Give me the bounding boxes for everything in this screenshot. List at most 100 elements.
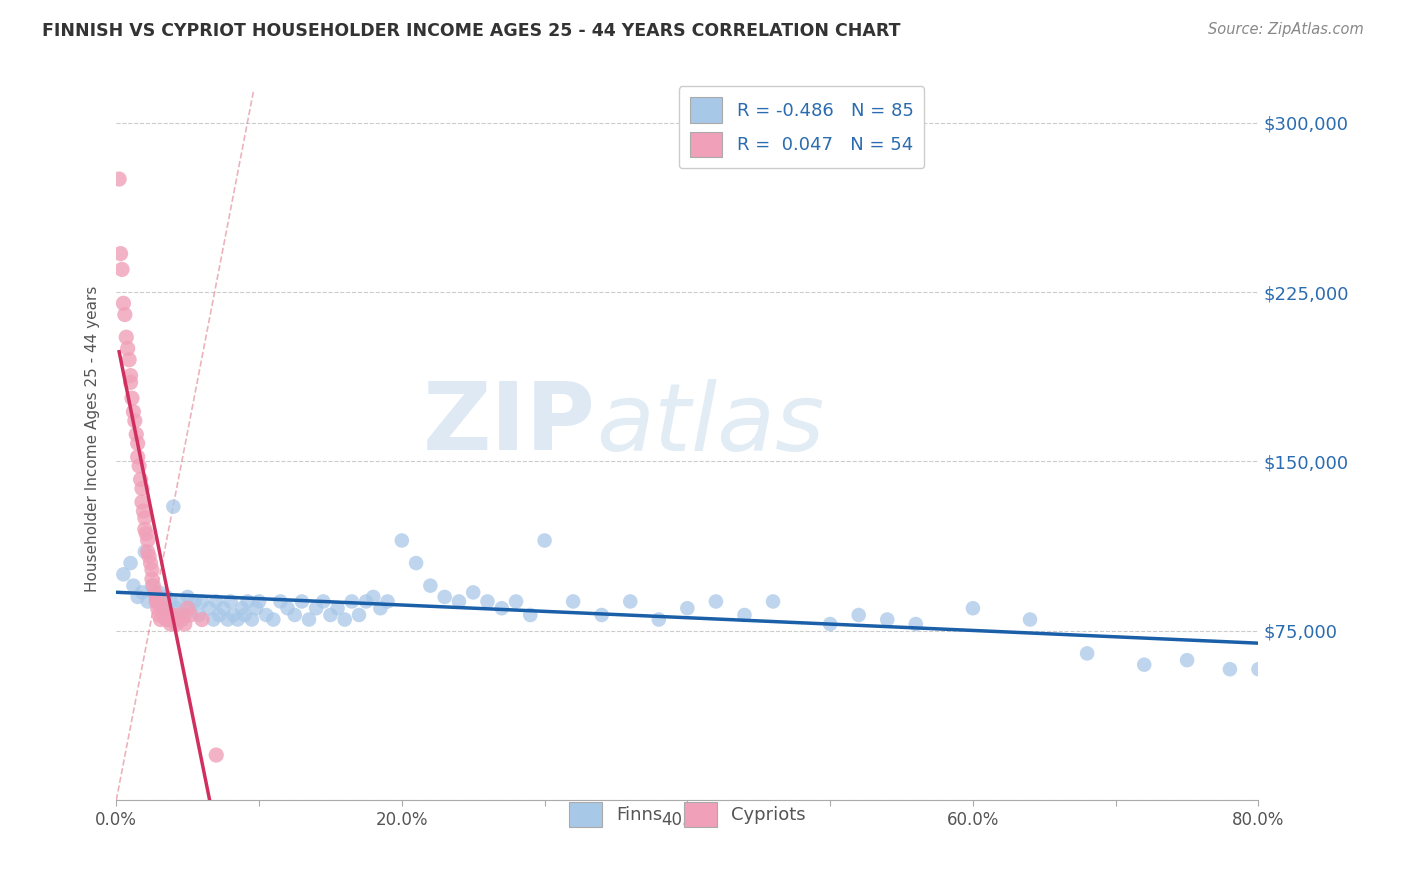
Point — [127, 590, 149, 604]
Point — [361, 590, 384, 604]
Point — [136, 594, 159, 608]
Point — [173, 617, 195, 632]
Point — [149, 613, 172, 627]
Point — [762, 594, 785, 608]
Point — [165, 601, 187, 615]
Point — [205, 747, 228, 762]
Point — [447, 594, 470, 608]
Point — [115, 330, 138, 344]
Point — [112, 296, 135, 310]
Point — [122, 405, 145, 419]
Point — [291, 594, 314, 608]
Point — [904, 617, 927, 632]
Point — [139, 556, 162, 570]
Point — [1175, 653, 1198, 667]
Point — [240, 613, 263, 627]
Point — [562, 594, 585, 608]
Point — [108, 172, 131, 186]
Point — [114, 308, 136, 322]
Point — [704, 594, 727, 608]
Point — [120, 556, 142, 570]
Point — [142, 579, 165, 593]
Point — [169, 594, 191, 608]
Point — [141, 579, 163, 593]
Point — [226, 613, 249, 627]
Point — [148, 607, 170, 622]
Point — [124, 414, 146, 428]
Point — [188, 607, 211, 622]
Point — [180, 607, 202, 622]
Point — [1019, 613, 1042, 627]
Point — [152, 601, 174, 615]
Point — [141, 563, 163, 577]
Point — [419, 579, 441, 593]
Point — [733, 607, 755, 622]
Point — [122, 579, 145, 593]
Point — [284, 607, 307, 622]
Point — [150, 594, 173, 608]
Point — [519, 607, 541, 622]
Point — [150, 601, 173, 615]
Point — [146, 601, 169, 615]
Point — [405, 556, 427, 570]
Point — [247, 594, 270, 608]
Point — [848, 607, 870, 622]
Point — [463, 585, 485, 599]
Point — [191, 613, 214, 627]
Point — [157, 613, 180, 627]
Point — [134, 522, 156, 536]
Point — [208, 607, 231, 622]
Point — [648, 613, 671, 627]
Point — [222, 607, 245, 622]
Point — [326, 601, 349, 615]
Point — [191, 594, 214, 608]
Point — [269, 594, 291, 608]
Point — [165, 617, 187, 632]
Point — [591, 607, 613, 622]
Point — [131, 585, 153, 599]
Point — [173, 607, 195, 622]
Point — [1076, 647, 1098, 661]
Point — [477, 594, 499, 608]
Point — [155, 613, 177, 627]
Point — [141, 572, 163, 586]
Point — [145, 590, 167, 604]
Point — [1219, 662, 1241, 676]
Text: ZIP: ZIP — [423, 378, 596, 470]
Point — [231, 601, 253, 615]
Point — [159, 617, 181, 632]
Point — [219, 594, 242, 608]
Text: FINNISH VS CYPRIOT HOUSEHOLDER INCOME AGES 25 - 44 YEARS CORRELATION CHART: FINNISH VS CYPRIOT HOUSEHOLDER INCOME AG… — [42, 22, 901, 40]
Point — [145, 594, 167, 608]
Point — [127, 436, 149, 450]
Point — [818, 617, 841, 632]
Point — [120, 368, 142, 383]
Point — [111, 262, 134, 277]
Point — [162, 500, 184, 514]
Text: atlas: atlas — [596, 379, 824, 470]
Point — [118, 352, 141, 367]
Point — [184, 594, 207, 608]
Point — [1247, 662, 1270, 676]
Point — [505, 594, 527, 608]
Point — [148, 585, 170, 599]
Point — [212, 601, 235, 615]
Point — [491, 601, 513, 615]
Point — [120, 376, 142, 390]
Point — [312, 594, 335, 608]
Point — [170, 613, 193, 627]
Point — [391, 533, 413, 548]
Point — [340, 594, 363, 608]
Point — [962, 601, 984, 615]
Point — [277, 601, 299, 615]
Point — [131, 482, 153, 496]
Point — [319, 607, 342, 622]
Point — [143, 585, 166, 599]
Point — [121, 391, 143, 405]
Point — [298, 613, 321, 627]
Point — [162, 613, 184, 627]
Point — [136, 533, 159, 548]
Point — [333, 613, 356, 627]
Point — [245, 601, 267, 615]
Point — [134, 511, 156, 525]
